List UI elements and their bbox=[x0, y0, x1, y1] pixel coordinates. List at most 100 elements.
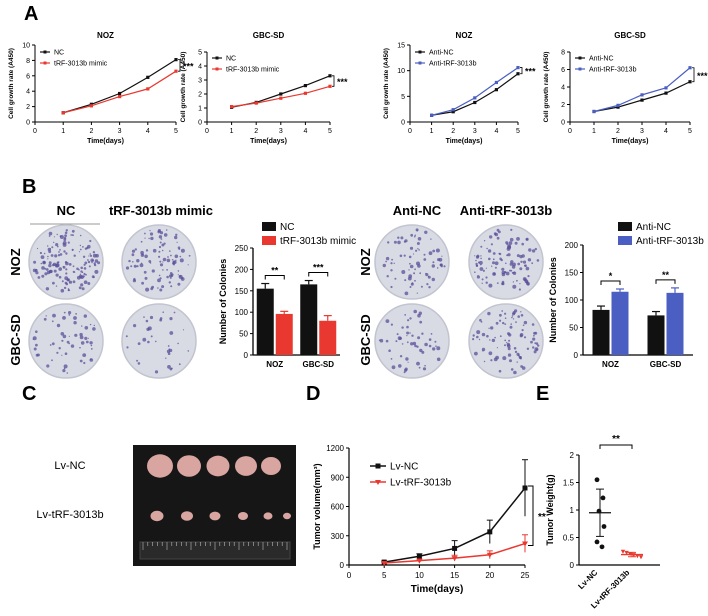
colony bbox=[61, 339, 64, 342]
data-point bbox=[61, 111, 65, 115]
colony bbox=[385, 260, 387, 263]
colony bbox=[172, 260, 177, 265]
colony bbox=[177, 274, 179, 276]
data-point bbox=[624, 550, 629, 555]
colony bbox=[159, 317, 163, 320]
data-point bbox=[494, 80, 498, 85]
colony bbox=[397, 236, 400, 239]
colony bbox=[70, 344, 75, 348]
colony bbox=[43, 252, 46, 255]
x-tick-label: 0 bbox=[205, 128, 209, 135]
colony bbox=[432, 249, 436, 253]
data-point bbox=[522, 541, 528, 547]
significance-bracket bbox=[178, 59, 181, 72]
x-tick-label: 4 bbox=[303, 128, 307, 135]
bar bbox=[611, 291, 629, 355]
colony bbox=[498, 230, 501, 234]
colony bbox=[509, 325, 513, 329]
x-tick-label: 2 bbox=[89, 128, 93, 135]
colony bbox=[64, 231, 68, 235]
colony bbox=[71, 234, 74, 237]
significance-label: *** bbox=[313, 263, 324, 273]
colony bbox=[532, 337, 536, 341]
legend-label: Anti-NC bbox=[636, 222, 671, 233]
colony bbox=[476, 264, 479, 267]
colony bbox=[531, 249, 536, 253]
colony bbox=[168, 274, 172, 278]
colony bbox=[144, 237, 146, 239]
colony bbox=[154, 370, 159, 374]
colony bbox=[73, 316, 77, 320]
colony bbox=[53, 269, 57, 273]
y-axis-label: Number of Colonies bbox=[548, 257, 558, 343]
colony bbox=[418, 366, 421, 369]
significance-label: *** bbox=[525, 67, 536, 77]
colony bbox=[90, 348, 93, 350]
tumor-row-label-nc: Lv-NC bbox=[54, 460, 85, 472]
colony bbox=[62, 334, 67, 339]
colony bbox=[177, 282, 181, 286]
colony bbox=[424, 342, 428, 347]
colony bbox=[55, 285, 58, 287]
colony bbox=[533, 350, 537, 354]
colony bbox=[74, 333, 78, 337]
colony bbox=[516, 361, 518, 363]
colony bbox=[505, 271, 510, 276]
colony bbox=[414, 268, 416, 271]
colony bbox=[511, 316, 513, 319]
chart-title: NOZ bbox=[456, 31, 473, 40]
growth-chart-a4: 0 2 4 6 8 0 1 2 3 4 5 GBC-SD Time(days) Cell growth r… bbox=[543, 31, 708, 145]
growth-chart-a3: 0 5 10 15 0 1 2 3 4 5 NOZ Time(days) Cell growth rat… bbox=[383, 31, 536, 145]
colony bbox=[507, 353, 512, 357]
colony bbox=[87, 244, 91, 249]
colony bbox=[513, 370, 517, 375]
colony bbox=[494, 266, 497, 269]
colony bbox=[506, 254, 509, 257]
colony bbox=[62, 369, 66, 373]
colony bbox=[40, 255, 45, 259]
row-label-gbcsd-2: GBC-SD bbox=[358, 314, 373, 365]
colony bbox=[159, 277, 162, 280]
colony bbox=[171, 273, 174, 276]
colony bbox=[91, 261, 93, 264]
colony bbox=[411, 282, 414, 285]
colony bbox=[385, 339, 389, 343]
colony bbox=[386, 275, 389, 278]
colony bbox=[141, 281, 145, 285]
data-point bbox=[628, 552, 633, 556]
data-point bbox=[452, 545, 458, 551]
colony bbox=[71, 229, 75, 233]
colony bbox=[148, 260, 152, 263]
colony bbox=[397, 240, 401, 245]
colony bbox=[527, 275, 530, 278]
colony-bar-chart-b2: 0 50 100 150 200 Number of Colonies NOZ * GBC-SD… bbox=[548, 222, 704, 369]
y-tick-label: 1 bbox=[198, 106, 202, 113]
colony bbox=[520, 314, 524, 317]
significance-bracket bbox=[528, 485, 534, 547]
colony bbox=[68, 314, 71, 316]
colony bbox=[427, 275, 431, 279]
colony bbox=[512, 271, 517, 275]
legend-swatch bbox=[618, 236, 632, 245]
colony bbox=[474, 271, 476, 274]
panel-letter-d: D bbox=[306, 383, 320, 405]
y-tick-label: 50 bbox=[569, 324, 578, 333]
data-point bbox=[640, 93, 644, 97]
y-tick-label: 600 bbox=[331, 503, 345, 512]
y-tick-label: 100 bbox=[235, 308, 249, 317]
colony bbox=[477, 275, 479, 277]
y-tick-label: 2 bbox=[570, 451, 575, 460]
colony bbox=[68, 289, 71, 292]
colony bbox=[509, 237, 514, 242]
data-point bbox=[487, 529, 493, 535]
colony bbox=[131, 249, 136, 253]
tumor-lv-nc bbox=[206, 455, 230, 477]
legend-marker bbox=[43, 50, 47, 54]
y-tick-label: 300 bbox=[331, 532, 345, 541]
legend-label: NC bbox=[226, 56, 236, 63]
colony bbox=[434, 340, 437, 343]
colony bbox=[72, 265, 75, 268]
data-point bbox=[279, 92, 283, 96]
bar bbox=[256, 288, 274, 355]
